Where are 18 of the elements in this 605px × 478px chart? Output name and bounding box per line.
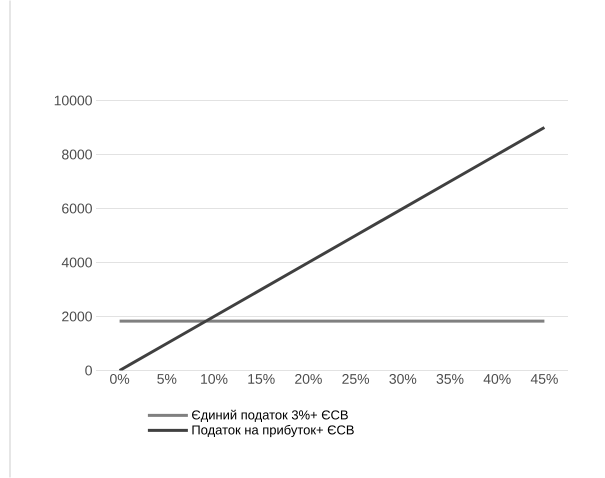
y-tick-label: 0 [85,366,92,376]
y-tick-label: 6000 [62,204,92,214]
legend-label: Єдиний податок 3%+ ЄСВ [192,410,348,422]
x-tick-label: 25% [342,374,370,384]
x-tick-label: 10% [201,374,228,384]
y-tick-label: 10000 [54,96,92,106]
y-tick-label: 4000 [62,258,92,268]
x-tick-label: 0% [110,374,130,384]
x-tick-label: 20% [295,374,322,384]
x-tick-label: 15% [248,374,275,384]
x-tick-label: 30% [389,374,416,384]
y-tick-label: 8000 [62,150,92,160]
x-tick-label: 5% [157,374,176,384]
x-tick-label: 35% [436,374,464,384]
legend-label: Податок на прибуток+ ЄСВ [192,424,354,438]
x-tick-label: 40% [484,374,511,384]
y-tick-label: 2000 [62,312,92,322]
x-tick-label: 45% [530,374,558,384]
